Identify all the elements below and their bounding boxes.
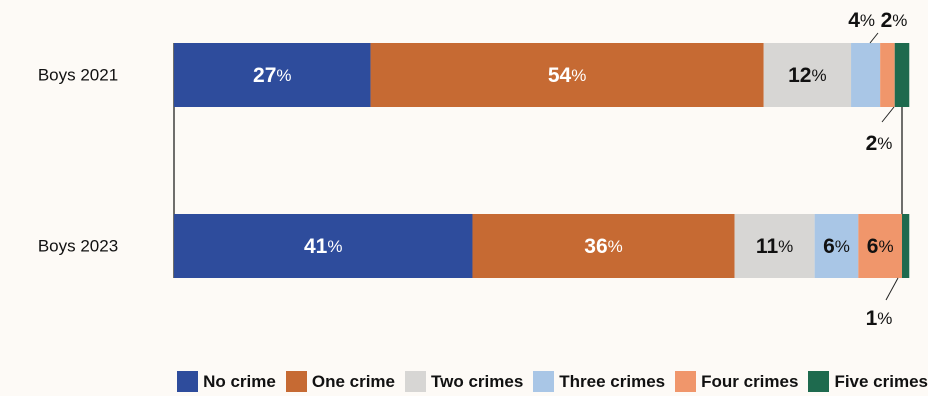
- legend-item: Five crimes: [808, 371, 928, 392]
- bar-segment: [880, 43, 895, 107]
- legend-label: Three crimes: [559, 371, 666, 391]
- data-label: 12%: [788, 64, 826, 87]
- bar-segment: [174, 43, 371, 107]
- data-label: 1%: [866, 307, 893, 330]
- bar-segment: [370, 43, 764, 107]
- bar-segment: [851, 43, 881, 107]
- bar-segment: [902, 214, 910, 278]
- data-label: 2%: [881, 9, 908, 32]
- legend-swatch: [285, 371, 307, 392]
- legend-label: No crime: [203, 371, 276, 391]
- bar-segment: [814, 214, 859, 278]
- leader-line: [881, 106, 895, 123]
- legend: No crime One crime Two crimes Three crimes F…: [0, 371, 928, 392]
- legend-item: Three crimes: [533, 371, 665, 392]
- category-label: Boys 2021: [38, 66, 118, 85]
- bar-segment: [174, 214, 473, 278]
- legend-swatch: [808, 371, 830, 392]
- data-label: 41%: [304, 235, 342, 258]
- bar-segment: [894, 43, 910, 107]
- legend-swatch: [405, 371, 426, 392]
- stacked-bar-chart: 27% 54% 12% 4% 2% 2% 41% 36% 11% 6% 6% 1% Boys 2021…: [38, 9, 910, 330]
- data-label: 27%: [253, 64, 291, 87]
- legend-swatch: [533, 371, 555, 392]
- data-label: 2%: [866, 132, 893, 155]
- legend-swatch: [177, 371, 199, 392]
- data-label: 11%: [756, 235, 793, 258]
- data-label: 36%: [584, 235, 622, 258]
- legend-swatch: [675, 371, 697, 392]
- legend-item: Four crimes: [675, 371, 798, 392]
- bar-segment: [734, 214, 815, 278]
- legend-item: No crime: [177, 371, 276, 392]
- legend-item: One crime: [285, 371, 395, 392]
- legend-label: Two crimes: [431, 371, 524, 391]
- leader-line: [869, 32, 879, 44]
- legend-label: Five crimes: [834, 371, 928, 391]
- bar-segment: [472, 214, 735, 278]
- legend-item: Two crimes: [405, 371, 523, 392]
- legend-label: One crime: [311, 371, 395, 391]
- data-label: 4%: [848, 9, 875, 32]
- category-label: Boys 2023: [38, 237, 118, 256]
- data-label: 6%: [867, 235, 894, 258]
- bar-segment: [763, 43, 852, 107]
- bar-segment: [858, 214, 902, 278]
- leader-line: [885, 277, 899, 301]
- legend-label: Four crimes: [701, 371, 799, 391]
- data-label: 6%: [823, 235, 850, 258]
- data-label: 54%: [548, 64, 586, 87]
